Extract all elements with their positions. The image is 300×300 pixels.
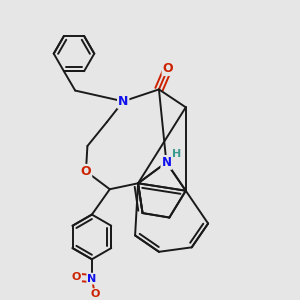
Text: O: O (163, 62, 173, 75)
Text: O: O (72, 272, 81, 282)
Text: N: N (161, 156, 171, 169)
Text: N: N (87, 274, 97, 284)
Text: N: N (118, 95, 128, 108)
Text: O: O (90, 289, 100, 299)
Text: O: O (81, 165, 91, 178)
Text: H: H (172, 149, 182, 159)
